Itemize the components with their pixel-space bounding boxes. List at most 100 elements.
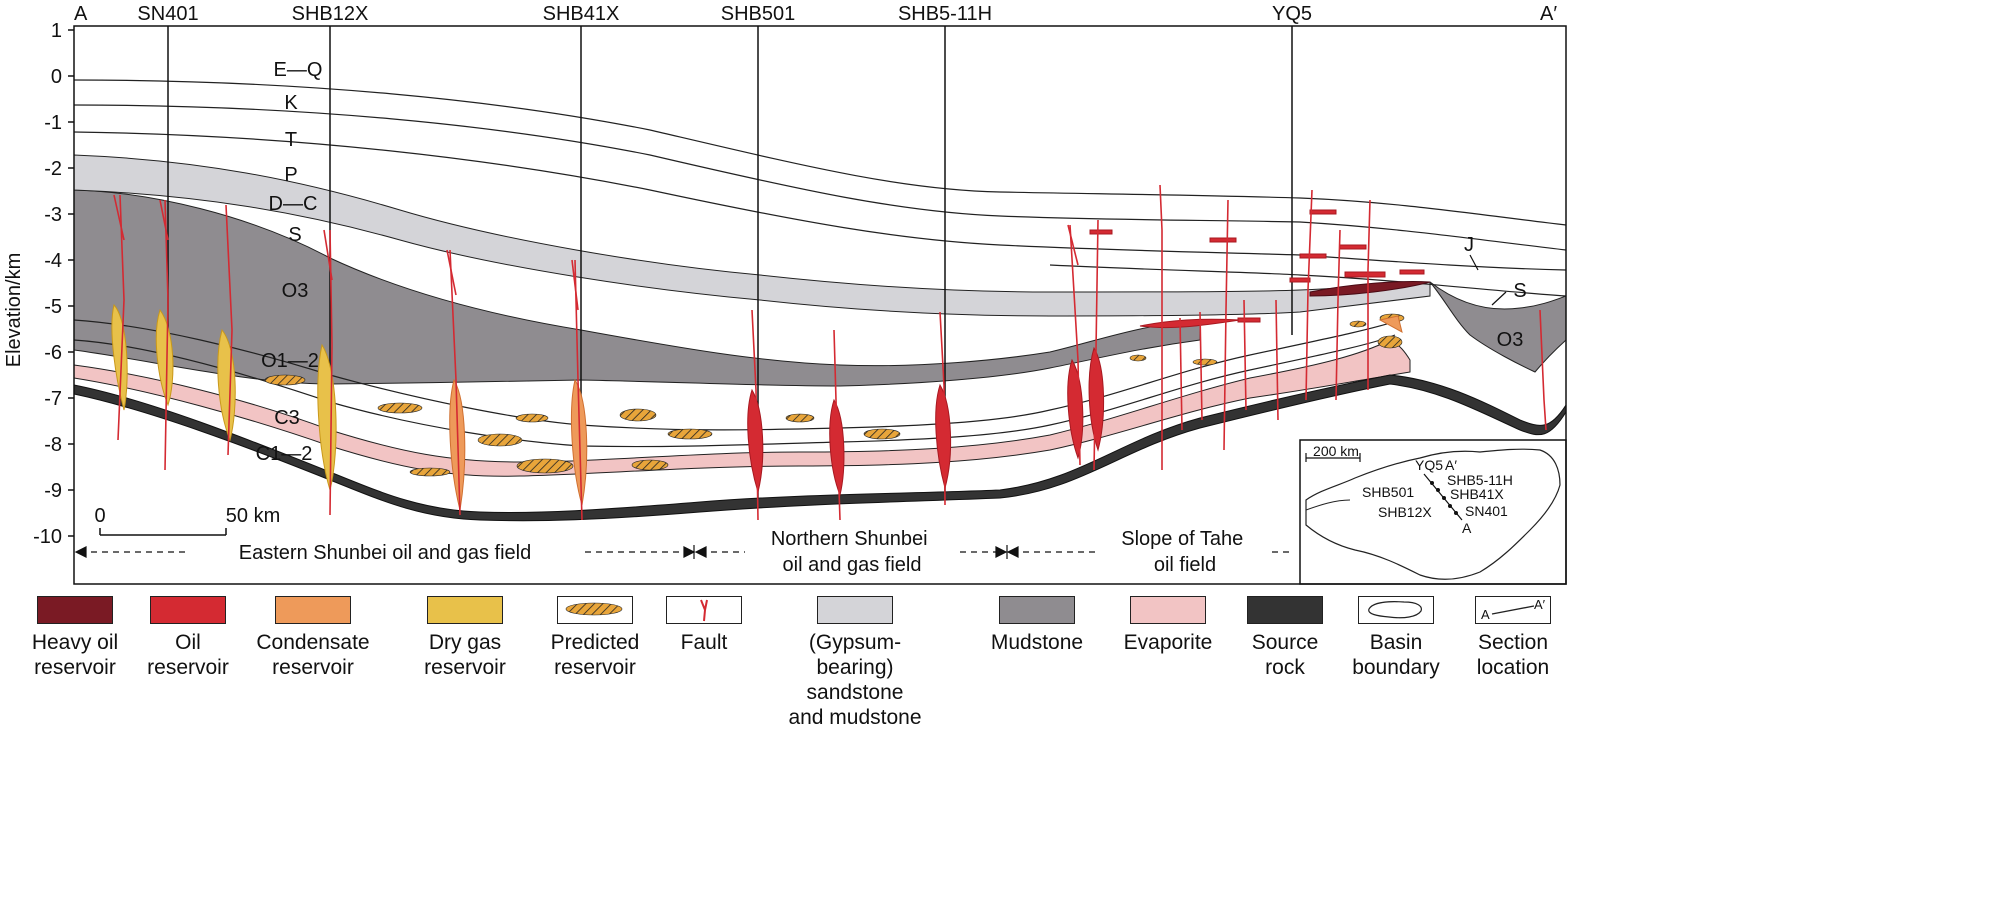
- well-label-shb501: SHB501: [721, 3, 796, 25]
- stratum-label-t: T: [285, 129, 297, 151]
- basin-boundary-swatch: [1358, 596, 1434, 624]
- well-label-yq5: YQ5: [1272, 3, 1312, 25]
- mudstone-swatch: [999, 596, 1075, 624]
- well-label-shb12x: SHB12X: [292, 3, 369, 25]
- svg-text:A′: A′: [1534, 597, 1546, 612]
- stratum-label-c3: C3: [274, 407, 300, 429]
- y-tick-label: -7: [44, 388, 62, 410]
- legend-item-section-location: A A′ Section location: [1438, 592, 1588, 680]
- field-label-northern-shunbei-line1: Northern Shunbei: [771, 528, 928, 550]
- inset-label-shb41x: SHB41X: [1450, 486, 1504, 502]
- y-tick-label: 0: [51, 66, 62, 88]
- legend-label: Fault: [680, 631, 728, 654]
- stratum-label-d-c: D—C: [269, 193, 318, 215]
- inset-label-sn401: SN401: [1465, 503, 1508, 519]
- section-location-swatch: A A′: [1475, 596, 1551, 624]
- legend-label: Mudstone: [990, 631, 1084, 654]
- legend-item-mudstone: Mudstone: [962, 592, 1112, 655]
- y-tick-label: 1: [51, 20, 62, 42]
- stratum-label-p: P: [284, 164, 297, 186]
- stratum-label-s: S: [288, 224, 301, 246]
- stratum-label-o3: O3: [282, 280, 309, 302]
- sandstone-swatch: [817, 596, 893, 624]
- inset-label-a: A: [1462, 520, 1472, 536]
- predicted-hatch-swatch: [557, 596, 633, 624]
- evaporite-swatch: [1130, 596, 1206, 624]
- field-label-tahe-slope-line2: oil field: [1154, 554, 1216, 576]
- dry-gas-swatch: [427, 596, 503, 624]
- y-tick-label: -1: [44, 112, 62, 134]
- inset-label-shb12x: SHB12X: [1378, 504, 1432, 520]
- y-axis-label: Elevation/km: [3, 253, 25, 368]
- heavy-oil-reservoir: [1309, 280, 1431, 297]
- plot-frame: [73, 25, 1567, 585]
- field-label-northern-shunbei-line2: oil and gas field: [783, 554, 922, 576]
- legend-item-basin-boundary: Basin boundary: [1321, 592, 1471, 680]
- legend-item-evaporite: Evaporite: [1093, 592, 1243, 655]
- stratum-label-c1-2: C1—2: [256, 443, 313, 465]
- strata-labels: E—Q K T P D—C S O3 O1—2 C3 C1—2 J S O3: [256, 59, 1527, 465]
- y-tick-label: -3: [44, 204, 62, 226]
- well-label-shb5-11h: SHB5-11H: [898, 3, 992, 25]
- legend-label: Condensate reservoir: [256, 631, 370, 679]
- stratum-label-e-q: E—Q: [274, 59, 323, 81]
- field-label-northern-shunbei: Northern Shunbei oil and gas field: [771, 528, 933, 576]
- inset-label-yq5: YQ5: [1415, 457, 1443, 473]
- legend-item-dry-gas: Dry gas reservoir: [390, 592, 540, 680]
- y-tick-label: -2: [44, 158, 62, 180]
- y-axis-ticks: 1 0 -1 -2 -3 -4 -5 -6 -7 -8 -9 -10: [33, 20, 74, 548]
- cross-section-figure: A A′ SN401 SHB12X SHB41X SHB501 SHB5-11H…: [3, 3, 1567, 585]
- y-tick-label: -5: [44, 296, 62, 318]
- fault-swatch: [666, 596, 742, 624]
- sandstone-layer: [73, 154, 1431, 317]
- scale-bar-zero: 0: [94, 505, 105, 527]
- inset-label-shb501: SHB501: [1362, 484, 1414, 500]
- stratum-label-j: J: [1464, 234, 1474, 256]
- source-rock-swatch: [1247, 596, 1323, 624]
- legend-label: Section location: [1476, 631, 1550, 679]
- y-tick-label: -4: [44, 250, 62, 272]
- legend-item-fault: Fault: [629, 592, 779, 655]
- stratum-label-o1-2: O1—2: [261, 350, 319, 372]
- y-tick-label: -6: [44, 342, 62, 364]
- y-tick-label: -10: [33, 526, 62, 548]
- legend-label: Heavy oil reservoir: [31, 631, 119, 679]
- section-start-label: A: [74, 3, 88, 25]
- field-label-tahe-slope-line1: Slope of Tahe: [1121, 528, 1243, 550]
- field-extents: [74, 545, 1290, 559]
- mudstone-layer-o3: [73, 189, 1201, 387]
- condensate-swatch: [275, 596, 351, 624]
- legend-label: Predicted reservoir: [550, 631, 640, 679]
- stratum-label-k: K: [284, 92, 298, 114]
- stratum-label-s-east: S: [1513, 280, 1526, 302]
- field-label-tahe-slope: Slope of Tahe oil field: [1121, 528, 1249, 576]
- legend-label: Evaporite: [1123, 631, 1213, 654]
- legend-item-heavy-oil: Heavy oil reservoir: [0, 592, 150, 680]
- inset-label-a-prime: A′: [1445, 457, 1457, 473]
- scale-bar-end: 50 km: [226, 505, 280, 527]
- scale-bar: 0 50 km: [94, 505, 280, 536]
- predicted-reservoirs: [264, 313, 1405, 477]
- y-tick-label: -9: [44, 480, 62, 502]
- legend: Heavy oil reservoir Oil reservoir Conden…: [0, 592, 1568, 729]
- well-label-shb41x: SHB41X: [543, 3, 620, 25]
- legend-label: (Gypsum-bearing) sandstone and mudstone: [788, 631, 922, 729]
- y-tick-label: -8: [44, 434, 62, 456]
- legend-item-source-rock: Source rock: [1210, 592, 1360, 680]
- field-label-eastern-shunbei: Eastern Shunbei oil and gas field: [239, 542, 531, 564]
- legend-item-oil: Oil reservoir: [113, 592, 263, 680]
- legend-item-sandstone: (Gypsum-bearing) sandstone and mudstone: [780, 592, 930, 730]
- legend-label: Basin boundary: [1352, 631, 1440, 679]
- legend-label: Oil reservoir: [147, 631, 229, 679]
- inset-map: 200 km YQ5 A′ SHB5-11H SHB501 SHB41X SHB…: [1299, 439, 1567, 585]
- heavy-oil-swatch: [37, 596, 113, 624]
- section-end-label: A′: [1540, 3, 1557, 25]
- stratum-label-o3-east: O3: [1497, 329, 1524, 351]
- legend-item-predicted: Predicted reservoir: [520, 592, 670, 680]
- oil-swatch: [150, 596, 226, 624]
- basin-boundary-outline: [1305, 448, 1561, 580]
- inset-label-shb5-11h: SHB5-11H: [1447, 472, 1513, 488]
- mudstone-layer-o3-east: [1429, 281, 1567, 373]
- legend-label: Source rock: [1251, 631, 1319, 679]
- faults: [113, 184, 1547, 521]
